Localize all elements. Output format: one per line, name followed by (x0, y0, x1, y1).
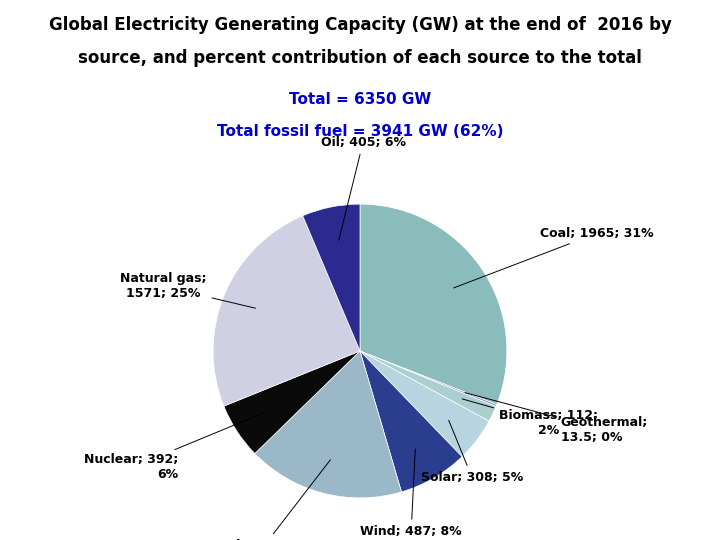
Wedge shape (360, 351, 489, 457)
Wedge shape (360, 351, 497, 407)
Wedge shape (360, 351, 496, 421)
Text: Coal; 1965; 31%: Coal; 1965; 31% (454, 227, 653, 288)
Text: Biomass; 112;
2%: Biomass; 112; 2% (462, 399, 598, 437)
Text: Oil; 405; 6%: Oil; 405; 6% (320, 136, 405, 240)
Text: Geothermal;
13.5; 0%: Geothermal; 13.5; 0% (465, 393, 648, 444)
Text: Natural gas;
1571; 25%: Natural gas; 1571; 25% (120, 272, 256, 308)
Text: Global Electricity Generating Capacity (GW) at the end of  2016 by: Global Electricity Generating Capacity (… (48, 16, 672, 34)
Text: Hydro; 1096;
17%: Hydro; 1096; 17% (213, 460, 330, 540)
Wedge shape (255, 351, 402, 498)
Text: Solar; 308; 5%: Solar; 308; 5% (420, 420, 523, 484)
Wedge shape (302, 204, 360, 351)
Text: Total fossil fuel = 3941 GW (62%): Total fossil fuel = 3941 GW (62%) (217, 124, 503, 139)
Text: Total = 6350 GW: Total = 6350 GW (289, 92, 431, 107)
Text: Wind; 487; 8%: Wind; 487; 8% (361, 449, 462, 538)
Text: Nuclear; 392;
6%: Nuclear; 392; 6% (84, 413, 265, 482)
Text: source, and percent contribution of each source to the total: source, and percent contribution of each… (78, 49, 642, 66)
Wedge shape (224, 351, 360, 454)
Wedge shape (213, 216, 360, 406)
Wedge shape (360, 351, 462, 492)
Wedge shape (360, 204, 507, 404)
